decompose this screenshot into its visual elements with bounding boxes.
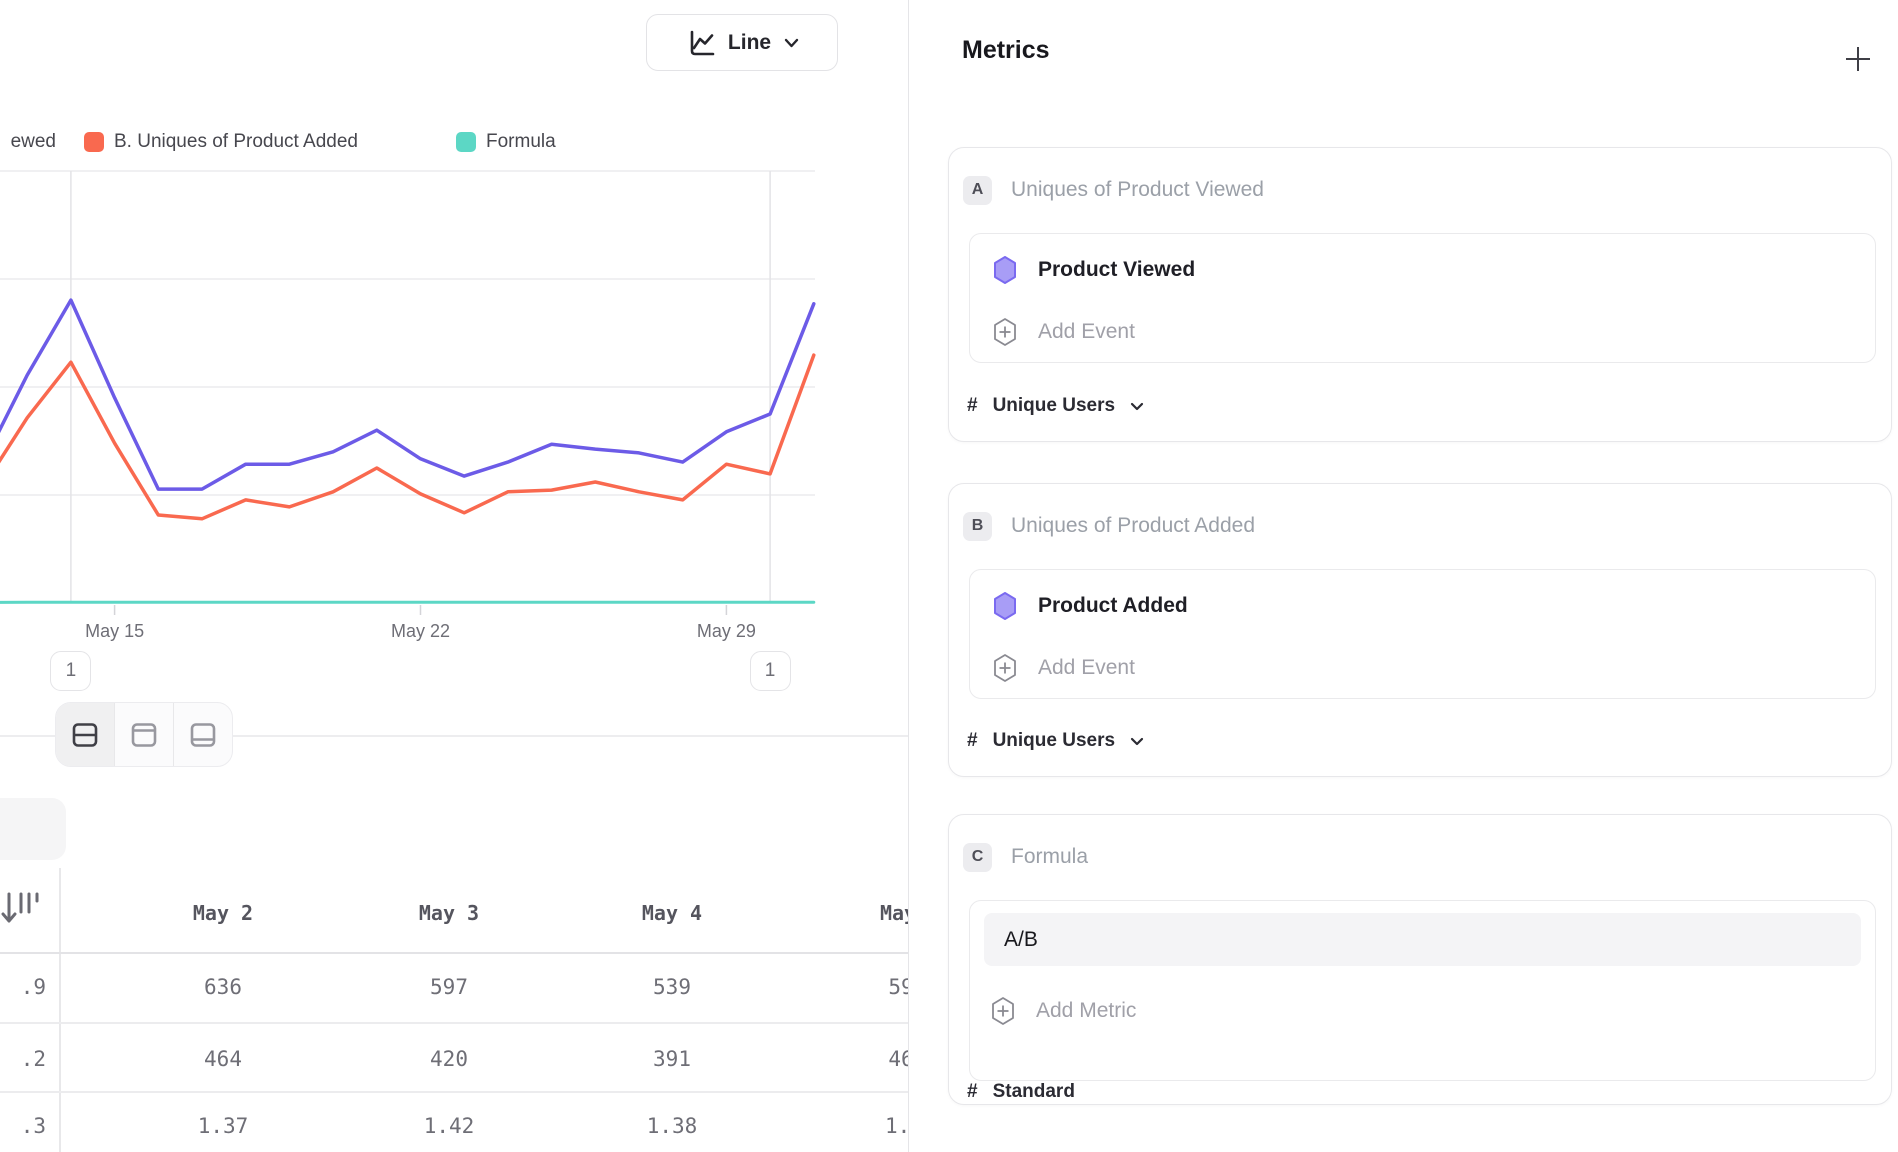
add-metric-label: Add Metric <box>1036 999 1137 1022</box>
table-tab-stub[interactable] <box>0 798 66 860</box>
table-header-may3[interactable]: May 3 <box>418 901 480 925</box>
metric-card-b-title[interactable]: Uniques of Product Added <box>1011 514 1256 537</box>
event-list-card: Product Viewed Add Event <box>969 233 1876 363</box>
metrics-panel: Metrics A Uniques of Product Viewed Prod… <box>908 0 1898 1152</box>
layout-toggle-table-bottom[interactable] <box>174 703 232 766</box>
table-header-may5-clipped[interactable]: May <box>879 901 908 925</box>
table-cell: 636 <box>204 975 242 999</box>
table-cell: 59 <box>888 975 908 999</box>
table-cell: 539 <box>653 975 691 999</box>
table-header-may4[interactable]: May 4 <box>641 901 703 925</box>
table-cell: 1.2 <box>885 1114 908 1138</box>
legend-item-b[interactable]: B. Uniques of Product Added <box>114 131 358 152</box>
event-list-card: Product Added Add Event <box>969 569 1876 699</box>
metric-badge-c: C <box>963 842 992 872</box>
metrics-panel-title: Metrics <box>962 36 1050 64</box>
table-header-separator <box>0 952 908 954</box>
measure-label: Unique Users <box>992 395 1116 416</box>
series-line-1[interactable] <box>0 353 816 521</box>
chart-type-dropdown[interactable]: Line <box>646 14 838 71</box>
series-line-0[interactable] <box>0 298 816 491</box>
legend-item-a-clipped[interactable]: ewed <box>10 131 56 152</box>
x-axis-label: May 22 <box>390 621 451 641</box>
formula-expression: A/B <box>1004 927 1038 951</box>
metric-card-a-header: A Uniques of Product Viewed <box>963 174 1264 206</box>
table-row-label: .2 <box>20 1047 46 1071</box>
formula-input[interactable]: A/B <box>984 913 1861 966</box>
chevron-down-icon <box>1130 737 1144 745</box>
measure-selector-c[interactable]: # Standard <box>967 1077 1075 1107</box>
measure-label: Unique Users <box>992 730 1116 751</box>
hash-icon: # <box>967 1081 978 1102</box>
chevron-down-icon <box>1130 402 1144 410</box>
chevron-down-icon <box>784 38 799 47</box>
table-bottom-icon <box>190 722 216 747</box>
measure-selector-a[interactable]: # Unique Users <box>967 391 1144 421</box>
add-metric-plus-icon[interactable] <box>1843 44 1873 74</box>
metric-card-a-title[interactable]: Uniques of Product Viewed <box>1011 178 1264 201</box>
annotation-badge[interactable]: 1 <box>50 651 92 691</box>
table-row-label: .3 <box>20 1114 46 1138</box>
add-event-button[interactable]: Add Event <box>992 310 1135 354</box>
add-metric-hexagon-plus-icon <box>992 997 1014 1025</box>
table-frozen-column-divider <box>59 868 61 1152</box>
legend-swatch-formula <box>456 132 476 152</box>
add-event-label: Add Event <box>1038 320 1135 343</box>
table-cell: 1.37 <box>197 1114 249 1138</box>
table-row-separator <box>0 1091 908 1093</box>
metric-card-c-title[interactable]: Formula <box>1011 845 1089 868</box>
add-event-button[interactable]: Add Event <box>992 646 1135 690</box>
add-event-label: Add Event <box>1038 656 1135 679</box>
metric-card-c: C Formula A/B Add Metric # Stan <box>948 814 1892 1105</box>
legend-swatch-b <box>84 132 104 152</box>
layout-toggle-group <box>55 702 233 767</box>
table-cell: 1.42 <box>423 1114 475 1138</box>
section-divider <box>0 735 908 737</box>
table-cell: 391 <box>653 1047 691 1071</box>
table-top-icon <box>131 722 157 747</box>
metric-card-c-header: C Formula <box>963 841 1088 873</box>
layout-toggle-split-horizontal[interactable] <box>56 703 115 766</box>
chart-region: Line ewed B. Uniques of Product Added Fo… <box>0 0 908 1152</box>
legend-item-formula[interactable]: Formula <box>486 131 556 152</box>
table-cell: 464 <box>204 1047 242 1071</box>
table-row-label: .9 <box>20 975 46 999</box>
table-cell: 46 <box>888 1047 908 1071</box>
metric-card-a: A Uniques of Product Viewed Product View… <box>948 147 1892 442</box>
chart-type-label: Line <box>727 30 772 54</box>
table-cell: 420 <box>430 1047 468 1071</box>
metric-card-b-header: B Uniques of Product Added <box>963 510 1255 542</box>
add-event-hexagon-plus-icon <box>994 654 1016 682</box>
line-chart-icon <box>690 30 715 55</box>
metric-badge-a: A <box>963 175 992 205</box>
measure-label: Standard <box>992 1081 1075 1102</box>
annotation-badge[interactable]: 1 <box>749 651 791 691</box>
add-metric-button[interactable]: Add Metric <box>990 989 1136 1033</box>
formula-card: A/B Add Metric <box>969 900 1876 1081</box>
metric-badge-b: B <box>963 511 992 541</box>
table-header-may2[interactable]: May 2 <box>192 901 254 925</box>
layout-toggle-table-top[interactable] <box>115 703 174 766</box>
event-hexagon-icon <box>994 592 1016 620</box>
table-cell: 597 <box>430 975 468 999</box>
table-row-separator <box>0 1022 908 1024</box>
sort-icon[interactable] <box>0 890 40 930</box>
measure-selector-b[interactable]: # Unique Users <box>967 726 1144 756</box>
event-row-product-added[interactable]: Product Added <box>992 584 1188 628</box>
x-axis-label: May 29 <box>696 621 756 641</box>
x-axis-label: May 15 <box>85 621 145 641</box>
event-name: Product Added <box>1038 594 1188 617</box>
event-name: Product Viewed <box>1038 258 1196 281</box>
split-horizontal-icon <box>72 722 98 747</box>
event-row-product-viewed[interactable]: Product Viewed <box>992 248 1195 292</box>
add-event-hexagon-plus-icon <box>994 318 1016 346</box>
metric-card-b: B Uniques of Product Added Product Added <box>948 483 1892 777</box>
line-chart[interactable] <box>0 0 908 780</box>
hash-icon: # <box>967 395 978 416</box>
event-hexagon-icon <box>994 256 1016 284</box>
hash-icon: # <box>967 730 978 751</box>
table-cell: 1.38 <box>646 1114 698 1138</box>
